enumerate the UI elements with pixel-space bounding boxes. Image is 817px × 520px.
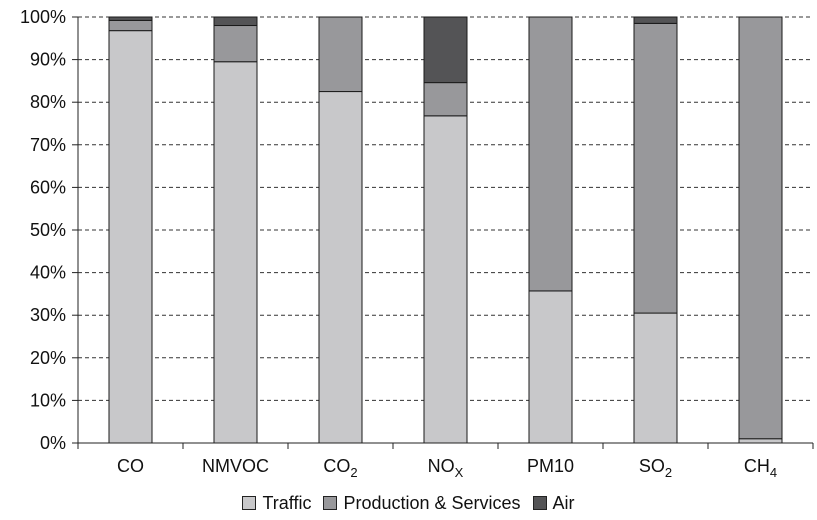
y-tick-label: 50% [30, 220, 66, 240]
y-tick-label: 20% [30, 348, 66, 368]
bar-segment-air [213, 16, 258, 27]
y-tick-label: 10% [30, 390, 66, 410]
y-tick-labels: 0% 10% 20% 30% 40% 50% 60% 70% 80% 90% 100% [20, 7, 66, 453]
y-tick-label: 90% [30, 50, 66, 70]
bar-segment-traffic [318, 91, 363, 444]
bar-segment-production-services [213, 25, 258, 63]
legend-item: Air [532, 492, 575, 514]
bar-segment-traffic [633, 312, 678, 444]
y-tick-label: 70% [30, 135, 66, 155]
x-tick-label: CH4 [744, 456, 777, 480]
legend-item: Traffic [242, 493, 311, 514]
bar-segment-production-services [738, 16, 783, 440]
y-tick-label: 60% [30, 177, 66, 197]
bar-segment-traffic [528, 290, 573, 444]
stacked-bar-chart: 0% 10% 20% 30% 40% 50% 60% 70% 80% 90% 100% CO NMVO… [20, 7, 814, 480]
bar-segment-production-services [108, 19, 153, 32]
bar-segment-traffic [108, 30, 153, 444]
x-tick-label: CO [117, 456, 144, 476]
x-tick-label: PM10 [527, 456, 574, 476]
x-tick-label: SO2 [639, 456, 672, 480]
x-tick-labels: CO NMVOC CO2 NOX PM10 SO2 CH4 [117, 456, 777, 480]
bar-segment-traffic [423, 115, 468, 444]
bar-segment-air [633, 16, 678, 24]
y-tick-label: 30% [30, 305, 66, 325]
legend-label: Production & Services [343, 492, 521, 513]
y-tick-label: 100% [20, 7, 66, 27]
bar-segment-traffic [213, 61, 258, 444]
legend: Traffic Production & Services Air [0, 490, 817, 516]
bar-segment-production-services [423, 82, 468, 117]
x-tick-label: CO2 [323, 456, 357, 480]
legend-label: Air [552, 492, 575, 513]
bar-segment-production-services [318, 16, 363, 93]
y-tick-label: 80% [30, 92, 66, 112]
bars [108, 16, 783, 444]
x-tick-label: NMVOC [202, 456, 269, 476]
x-tick-label: NOX [428, 456, 464, 480]
bar-segment-air [108, 16, 153, 21]
legend-swatch [242, 496, 257, 510]
legend-item: Production & Services [323, 492, 521, 514]
bar-segment-production-services [528, 16, 573, 292]
legend-swatch [532, 496, 547, 510]
legend-label: Traffic [262, 492, 312, 513]
bar-segment-air [423, 16, 468, 84]
y-tick-label: 0% [40, 433, 66, 453]
y-tick-label: 40% [30, 263, 66, 283]
bar-segment-production-services [633, 22, 678, 314]
legend-swatch [323, 496, 338, 510]
bar-segment-traffic [738, 438, 783, 444]
axes [72, 16, 814, 449]
